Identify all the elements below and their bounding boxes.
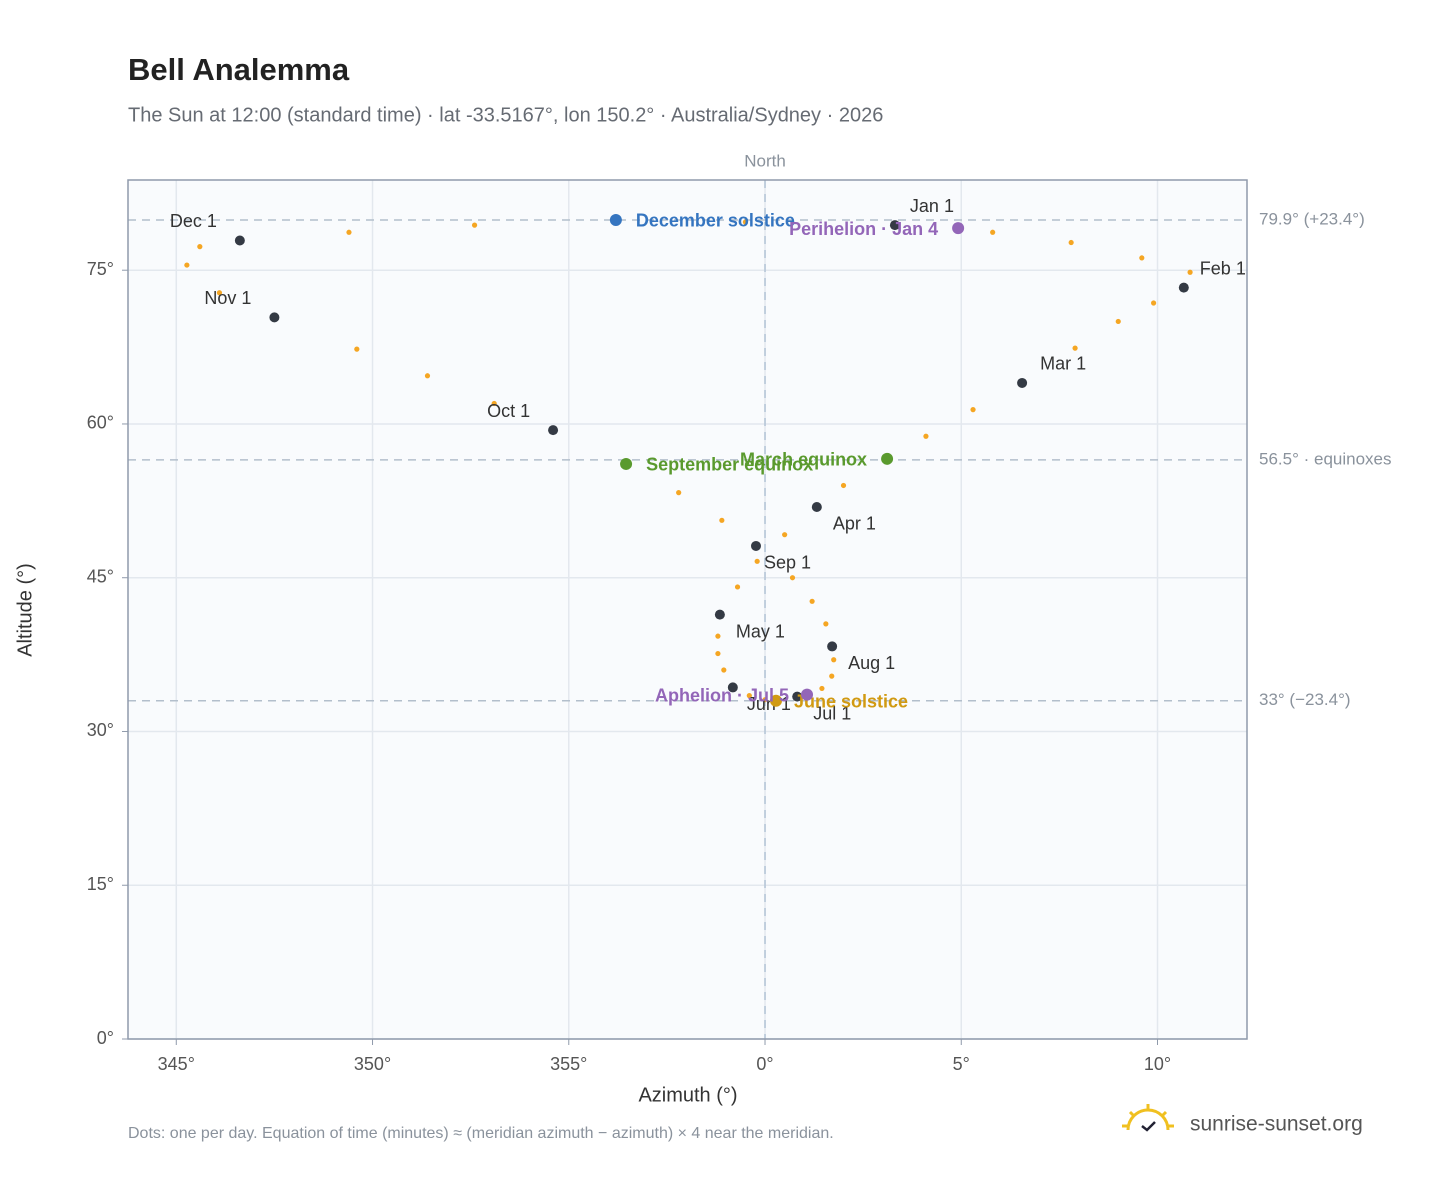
daily-dot	[782, 532, 788, 538]
brand: sunrise-sunset.org	[1190, 1113, 1363, 1136]
daily-dot	[1115, 318, 1121, 325]
x-tick-label: 355°	[550, 1054, 587, 1074]
daily-dot	[990, 229, 996, 235]
daily-dot	[742, 219, 748, 225]
plot-frame	[127, 179, 1248, 1040]
daily-dot	[197, 244, 203, 250]
event-label: Aphelion · Jul 5	[655, 685, 789, 705]
reference-label: 56.5° · equinoxes	[1259, 449, 1392, 468]
event-dot	[801, 688, 814, 701]
month-dot	[714, 609, 725, 620]
event-label: September equinox	[646, 455, 813, 475]
daily-dot	[715, 650, 721, 657]
brand-logo	[1122, 1104, 1174, 1132]
daily-dot	[840, 482, 847, 489]
footnote: Dots: one per day. Equation of time (min…	[128, 1125, 834, 1142]
month-label: Mar 1	[1040, 354, 1086, 374]
daily-dot	[970, 407, 976, 413]
month-label: Feb 1	[1200, 258, 1246, 278]
daily-dot	[491, 400, 497, 407]
month-dot	[269, 312, 280, 323]
meridian-label: North	[744, 151, 786, 170]
daily-dot	[789, 575, 796, 581]
plot-area	[128, 180, 1247, 1039]
month-label: Nov 1	[204, 288, 251, 308]
y-axis-label: Altitude (°)	[14, 563, 36, 657]
y-tick-label: 30°	[87, 720, 114, 740]
month-label: May 1	[736, 621, 785, 641]
month-label: Sep 1	[764, 553, 811, 573]
x-axis-label: Azimuth (°)	[638, 1084, 737, 1106]
daily-dot	[1150, 300, 1157, 306]
daily-dot	[1072, 345, 1078, 351]
month-dot	[792, 691, 803, 702]
y-tick-label: 15°	[87, 874, 114, 894]
y-tick-label: 0°	[97, 1028, 114, 1048]
daily-dot	[719, 517, 725, 523]
month-dot	[727, 682, 738, 693]
event-dot	[770, 694, 783, 707]
month-label: Dec 1	[170, 211, 217, 231]
event-label: Perihelion · Jan 4	[789, 219, 938, 239]
daily-dot	[831, 657, 837, 663]
month-dot	[827, 641, 838, 652]
reference-label: 33° (−23.4°)	[1259, 690, 1351, 709]
daily-dot	[346, 229, 352, 235]
event-label: March equinox	[740, 450, 867, 470]
grid	[128, 180, 1247, 1040]
daily-dot	[184, 262, 190, 268]
month-label: Apr 1	[833, 514, 876, 534]
month-dot	[811, 501, 822, 512]
chart-title: Bell Analemma	[128, 52, 350, 87]
daily-dot	[721, 667, 727, 673]
daily-dot	[823, 621, 829, 627]
daily-dot	[354, 346, 360, 352]
month-label: Jan 1	[910, 196, 954, 216]
month-label: Oct 1	[487, 401, 530, 421]
reference-label: 79.9° (+23.4°)	[1259, 209, 1365, 228]
y-tick-label: 45°	[87, 566, 114, 586]
x-tick-label: 10°	[1144, 1054, 1171, 1074]
event-label: December solstice	[636, 211, 795, 231]
daily-dot	[734, 584, 741, 590]
daily-dot	[829, 673, 835, 679]
y-tick-label: 75°	[87, 259, 114, 279]
x-tick-label: 0°	[756, 1054, 773, 1074]
month-label: Aug 1	[848, 653, 895, 673]
event-dot	[609, 213, 622, 226]
daily-dot	[424, 373, 431, 379]
month-dot	[889, 220, 900, 231]
x-tick-label: 5°	[953, 1054, 970, 1074]
daily-dot	[819, 685, 825, 692]
month-dot	[1017, 377, 1028, 388]
event-label: June solstice	[794, 691, 908, 711]
month-dot	[234, 235, 245, 246]
daily-dot	[1068, 239, 1074, 246]
chart-subtitle: The Sun at 12:00 (standard time) · lat -…	[128, 104, 883, 126]
x-tick-label: 350°	[354, 1054, 391, 1074]
daily-dot	[471, 222, 478, 228]
y-tick-label: 60°	[87, 413, 114, 433]
x-tick-label: 345°	[158, 1054, 195, 1074]
daily-dot	[1187, 269, 1193, 275]
month-dot	[1178, 282, 1189, 293]
daily-dot	[923, 433, 929, 439]
daily-dot	[746, 693, 752, 699]
daily-dot	[676, 490, 682, 496]
daily-dot	[216, 290, 223, 296]
event-dot	[881, 452, 894, 465]
daily-dot	[715, 633, 721, 639]
daily-dot	[1139, 255, 1145, 261]
daily-dot	[809, 598, 815, 604]
daily-dot	[754, 558, 760, 564]
month-dot	[750, 540, 761, 551]
event-dot	[952, 222, 965, 235]
month-label: Jul 1	[813, 703, 851, 723]
daily-dot	[762, 697, 768, 703]
month-dot	[548, 425, 559, 436]
event-dot	[620, 457, 633, 470]
